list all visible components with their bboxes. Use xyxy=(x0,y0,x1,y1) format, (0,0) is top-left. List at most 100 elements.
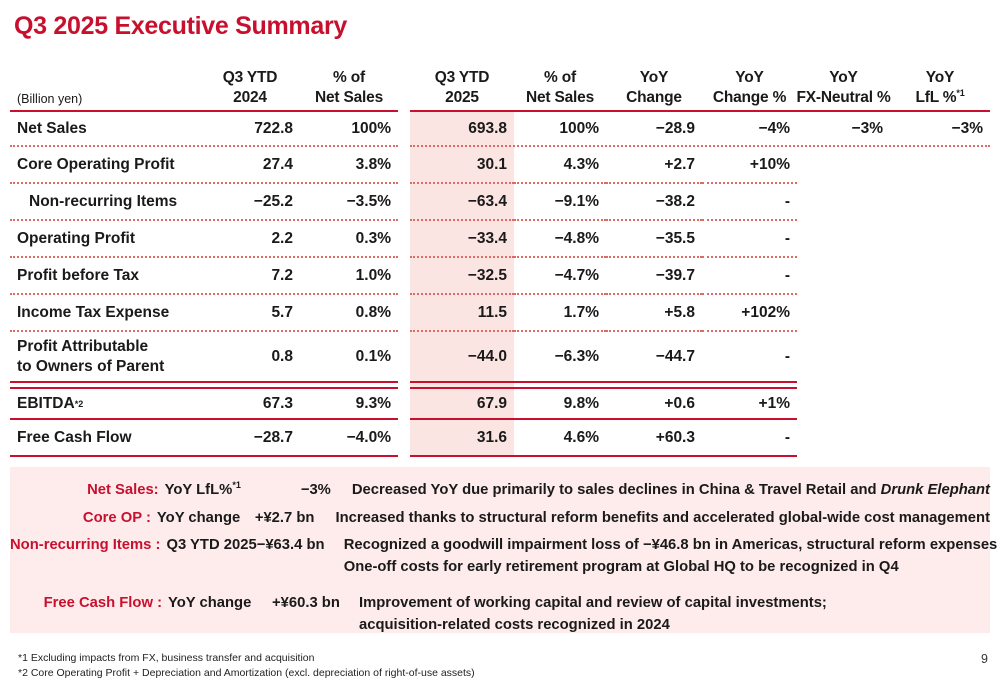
table-row-net-sales: Net Sales 722.8 100% 693.8 100% −28.9 −4… xyxy=(10,112,990,147)
table-row-free-cash-flow: Free Cash Flow −28.7 −4.0% 31.6 4.6% +60… xyxy=(10,420,990,457)
header-line: FX-Neutral % xyxy=(796,89,891,106)
col-header-yoy-lfl: YoY LfL %*1 xyxy=(890,62,990,110)
row-label-line: Profit Attributable xyxy=(17,337,149,355)
table-row-income-tax-expense: Income Tax Expense 5.7 0.8% 11.5 1.7% +5… xyxy=(10,295,990,332)
col-header-yoy-fx-neutral: YoY FX-Neutral % xyxy=(796,62,891,110)
cell-yoy-lfl xyxy=(890,295,990,332)
brand-name-italic: Drunk Elephant xyxy=(880,482,990,498)
row-label: EBITDA *2 xyxy=(17,394,84,412)
cell-2024-value: 2.2 xyxy=(271,229,293,247)
cell-yoy-lfl xyxy=(890,389,990,420)
note-label: Core OP : xyxy=(82,510,151,526)
cell-2024-pct: −3.5% xyxy=(346,192,391,210)
cell-yoy-fx-neutral xyxy=(797,258,890,295)
cell-2025-pct: −4.8% xyxy=(514,221,606,258)
col-header-q3ytd2024: Q3 YTD 2024 xyxy=(200,62,300,110)
cell-yoy-lfl xyxy=(890,258,990,295)
note-metric: YoY change xyxy=(168,595,252,611)
cell-yoy-change: +60.3 xyxy=(606,420,702,457)
cell-yoy-fx-neutral xyxy=(797,332,890,381)
cell-yoy-change-pct: - xyxy=(702,184,797,221)
table-row-operating-profit: Operating Profit 2.2 0.3% −33.4 −4.8% −3… xyxy=(10,221,990,258)
col-header-yoy-change-pct: YoY Change % xyxy=(702,62,797,110)
table-row-non-recurring-items: Non-recurring Items −25.2 −3.5% −63.4 −9… xyxy=(10,184,990,221)
cell-2025-pct: 4.6% xyxy=(514,420,606,457)
note-description-line: Improvement of working capital and revie… xyxy=(359,595,827,611)
cell-2025-pct: −4.7% xyxy=(514,258,606,295)
note-metric: YoY change xyxy=(156,510,241,526)
header-line: Change % xyxy=(712,89,787,106)
cell-yoy-change: −39.7 xyxy=(606,258,702,295)
header-line: YoY xyxy=(829,69,858,86)
header-line: YoY xyxy=(925,69,955,86)
note-value: +¥60.3 bn xyxy=(272,595,340,611)
cell-2024-pct: 3.8% xyxy=(355,155,391,173)
header-line: Q3 YTD xyxy=(434,69,490,86)
cell-2025-pct: 100% xyxy=(559,119,599,137)
note-description-line: acquisition-related costs recognized in … xyxy=(359,617,670,633)
note-metric: YoY LfL%*1 xyxy=(165,479,267,501)
page-number: 9 xyxy=(981,652,988,666)
footnote-1: *1 Excluding impacts from FX, business t… xyxy=(18,652,315,664)
cell-2024-pct: 100% xyxy=(351,119,391,137)
cell-2025-value: 67.9 xyxy=(410,389,514,420)
footnote-2: *2 Core Operating Profit + Depreciation … xyxy=(18,667,475,679)
cell-2025-value: −63.4 xyxy=(410,184,514,221)
col-header-pct-net-sales-2025: % of Net Sales xyxy=(514,62,606,110)
note-value: −3% xyxy=(300,482,331,498)
cell-yoy-change: −44.7 xyxy=(655,347,695,365)
row-label: Non-recurring Items xyxy=(29,192,178,210)
header-line: YoY xyxy=(639,69,669,86)
note-metric: Q3 YTD 2025 xyxy=(166,537,257,553)
cell-yoy-change-pct: - xyxy=(702,258,797,295)
cell-yoy-change-pct: - xyxy=(702,221,797,258)
header-line: Change xyxy=(626,89,682,106)
cell-yoy-change-pct: +10% xyxy=(702,147,797,184)
cell-2024-value: 7.2 xyxy=(271,266,293,284)
cell-yoy-lfl xyxy=(890,184,990,221)
cell-yoy-fx-neutral xyxy=(797,147,890,184)
note-label: Non-recurring Items : xyxy=(10,537,161,553)
q3ytd2025-highlight-column xyxy=(410,112,514,457)
cell-2025-pct: 1.7% xyxy=(514,295,606,332)
footnotes: *1 Excluding impacts from FX, business t… xyxy=(18,651,475,681)
row-label: Income Tax Expense xyxy=(17,303,170,321)
cell-2025-value: 693.8 xyxy=(468,119,507,137)
note-core-op: Core OP : YoY change +¥2.7 bn Increased … xyxy=(10,504,990,532)
note-net-sales: Net Sales: YoY LfL%*1 −3% Decreased YoY … xyxy=(10,476,990,504)
cell-yoy-change: −38.2 xyxy=(606,184,702,221)
row-label: Profit before Tax xyxy=(17,266,140,284)
cell-2024-value: 67.3 xyxy=(262,394,293,412)
note-description-line: Recognized a goodwill impairment loss of… xyxy=(343,537,998,553)
cell-2024-value: −25.2 xyxy=(253,192,293,210)
cell-2024-pct: 0.3% xyxy=(355,229,391,247)
row-label: Core Operating Profit xyxy=(17,155,175,173)
cell-2024-value: 722.8 xyxy=(254,119,293,137)
table-row-profit-attributable: Profit Attributable to Owners of Parent … xyxy=(10,332,990,381)
table-header-row: (Billion yen) Q3 YTD 2024 % of Net Sales… xyxy=(10,62,990,112)
cell-2025-pct: −6.3% xyxy=(554,347,599,365)
note-non-recurring-items: Non-recurring Items : Q3 YTD 2025 −¥63.4… xyxy=(10,534,997,580)
col-header-pct-net-sales-2024: % of Net Sales xyxy=(300,62,398,110)
note-label: Net Sales: xyxy=(87,482,159,498)
financial-summary-table: (Billion yen) Q3 YTD 2024 % of Net Sales… xyxy=(10,62,990,457)
note-description: Improvement of working capital and revie… xyxy=(359,592,827,636)
table-row-profit-before-tax: Profit before Tax 7.2 1.0% −32.5 −4.7% −… xyxy=(10,258,990,295)
cell-2024-pct: 1.0% xyxy=(355,266,391,284)
header-line: LfL %*1 xyxy=(915,88,964,108)
cell-2024-pct: −4.0% xyxy=(346,428,391,446)
cell-yoy-lfl: −3% xyxy=(951,119,983,137)
row-label-line: to Owners of Parent xyxy=(17,357,165,375)
cell-yoy-fx-neutral xyxy=(797,420,890,457)
row-label: Operating Profit xyxy=(17,229,135,247)
cell-2024-value: −28.7 xyxy=(253,428,293,446)
cell-2025-value: 31.6 xyxy=(410,420,514,457)
cell-yoy-fx-neutral xyxy=(797,389,890,420)
cell-yoy-change: −35.5 xyxy=(606,221,702,258)
header-line: YoY xyxy=(735,69,764,86)
note-label: Free Cash Flow : xyxy=(43,595,162,611)
header-line: % of xyxy=(544,69,576,86)
cell-2025-value: −44.0 xyxy=(467,347,507,365)
note-value: +¥2.7 bn xyxy=(254,510,315,526)
note-description: Decreased YoY due primarily to sales dec… xyxy=(352,479,990,501)
